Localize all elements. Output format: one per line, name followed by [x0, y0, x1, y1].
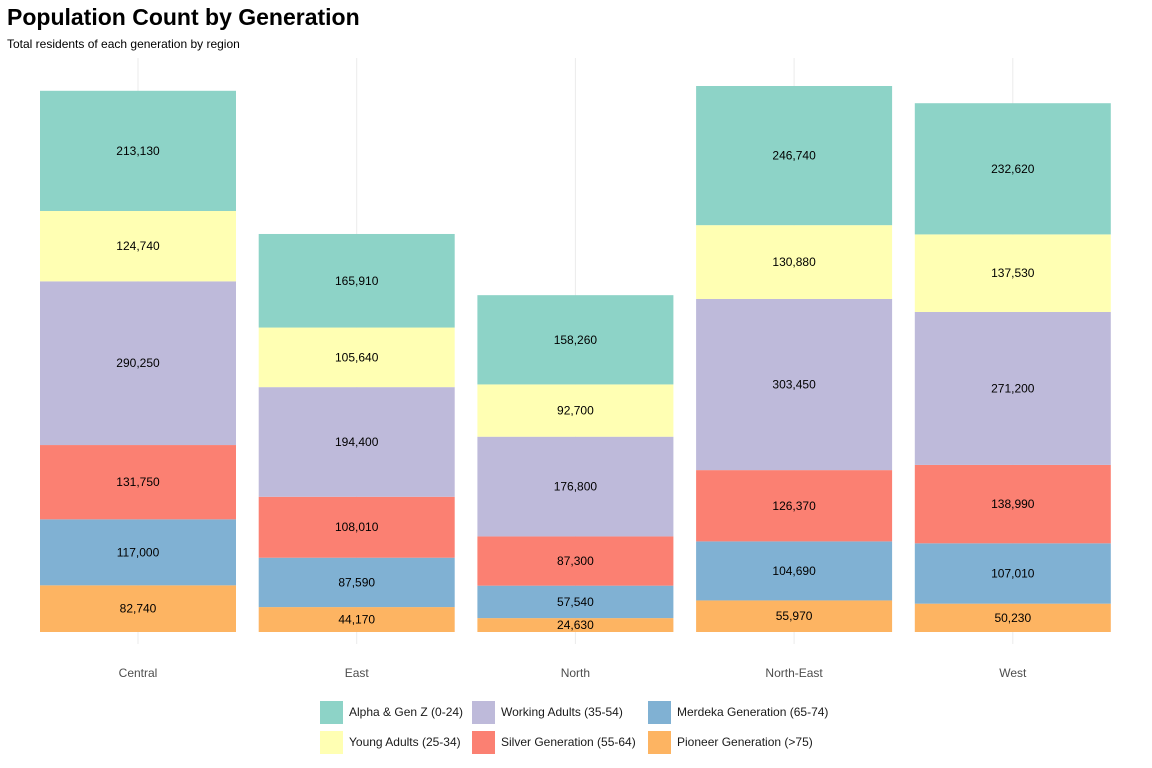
bar-segment — [258, 233, 455, 328]
data-label: 303,450 — [772, 378, 816, 392]
legend-item: Silver Generation (55-64) — [472, 730, 636, 754]
legend-label: Working Adults (35-54) — [501, 705, 623, 719]
chart-legend: Alpha & Gen Z (0-24) Young Adults (25-34)… — [320, 700, 880, 760]
bar-segment — [696, 86, 893, 226]
bar-segment — [40, 445, 236, 520]
data-label: 55,970 — [776, 609, 813, 623]
bar-segment — [914, 311, 1111, 465]
legend-label: Merdeka Generation (65-74) — [677, 705, 829, 719]
data-label: 82,740 — [120, 602, 157, 616]
legend-swatch — [648, 700, 671, 724]
data-label: 137,530 — [991, 266, 1035, 280]
bar-segment — [477, 585, 674, 619]
data-label: 138,990 — [991, 497, 1035, 511]
legend-item: Merdeka Generation (65-74) — [648, 700, 828, 724]
bar-segment — [696, 541, 893, 601]
x-tick-label: West — [999, 666, 1027, 680]
data-label: 57,540 — [557, 595, 594, 609]
data-label: 126,370 — [772, 499, 816, 513]
bar-segment — [40, 281, 236, 446]
x-tick-label: North-East — [765, 666, 823, 680]
bar-segment — [914, 603, 1111, 632]
bar-segment — [258, 387, 455, 497]
data-label: 107,010 — [991, 566, 1035, 580]
data-label: 105,640 — [335, 350, 379, 364]
data-label: 104,690 — [772, 564, 816, 578]
x-tick-label: East — [345, 666, 370, 680]
legend-label: Silver Generation (55-64) — [501, 735, 636, 749]
chart-subtitle: Total residents of each generation by re… — [7, 37, 240, 51]
chart-title: Population Count by Generation — [7, 4, 360, 30]
bar-segment — [40, 585, 236, 632]
legend-item: Young Adults (25-34) — [320, 730, 461, 754]
bar-segment — [258, 327, 455, 388]
bar-segment — [258, 557, 455, 608]
data-label: 246,740 — [772, 149, 816, 163]
data-label: 87,590 — [338, 575, 375, 589]
legend-swatch — [320, 730, 343, 754]
bar-segment — [477, 295, 674, 385]
bar-segment — [696, 470, 893, 542]
data-label: 50,230 — [994, 611, 1031, 625]
data-label: 117,000 — [117, 545, 160, 559]
legend-label: Pioneer Generation (>75) — [677, 735, 813, 749]
data-label: 271,200 — [991, 381, 1035, 395]
data-label: 176,800 — [554, 480, 598, 494]
legend-item: Working Adults (35-54) — [472, 700, 623, 724]
x-tick-label: Central — [119, 666, 158, 680]
data-label: 131,750 — [116, 475, 160, 489]
bar-segment — [477, 384, 674, 437]
legend-item: Alpha & Gen Z (0-24) — [320, 700, 463, 724]
bar-segment — [696, 600, 893, 632]
bar-segment — [477, 618, 674, 632]
x-tick-label: North — [561, 666, 590, 680]
legend-label: Young Adults (25-34) — [349, 735, 461, 749]
bar-segment — [258, 496, 455, 558]
bar-segment — [477, 536, 674, 586]
legend-swatch — [472, 730, 495, 754]
data-label: 108,010 — [335, 520, 379, 534]
data-label: 130,880 — [772, 255, 816, 269]
data-label: 213,130 — [116, 144, 160, 158]
data-label: 232,620 — [991, 162, 1035, 176]
bar-segment — [40, 519, 236, 586]
bar-segment — [914, 543, 1111, 604]
bar-segment — [40, 90, 236, 211]
bar-segment — [696, 298, 893, 471]
data-label: 24,630 — [557, 618, 594, 632]
bar-segment — [696, 225, 893, 299]
bar-segment — [914, 464, 1111, 544]
legend-swatch — [648, 730, 671, 754]
bar-segment — [258, 607, 455, 632]
bar-segment — [914, 103, 1111, 235]
legend-swatch — [320, 700, 343, 724]
legend-swatch — [472, 700, 495, 724]
bar-segment — [40, 210, 236, 282]
legend-item: Pioneer Generation (>75) — [648, 730, 813, 754]
data-label: 290,250 — [116, 356, 160, 370]
bar-segment — [914, 234, 1111, 312]
data-label: 194,400 — [335, 435, 379, 449]
data-label: 124,740 — [116, 239, 160, 253]
data-label: 158,260 — [554, 333, 598, 347]
bar-segment — [477, 436, 674, 537]
data-label: 44,170 — [338, 613, 375, 627]
data-label: 165,910 — [335, 274, 379, 288]
data-label: 92,700 — [557, 404, 594, 418]
legend-label: Alpha & Gen Z (0-24) — [349, 705, 464, 719]
data-label: 87,300 — [557, 554, 594, 568]
